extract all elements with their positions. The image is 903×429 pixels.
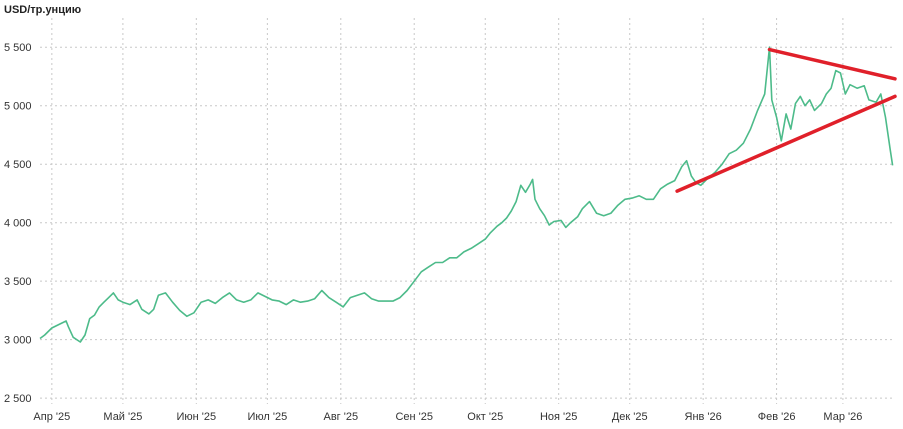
x-tick-label: Окт '25 — [467, 411, 503, 423]
y-tick-label: 3 000 — [4, 335, 32, 347]
x-tick-label: Янв '26 — [685, 411, 722, 423]
x-axis: Апр '25 Май '25 Июн '25 Июл '25 Авг '25 Сен '… — [33, 411, 862, 423]
x-tick-label: Июл '25 — [248, 411, 288, 423]
grid — [40, 18, 895, 404]
trendlines — [675, 47, 897, 193]
x-tick-label: Мар '26 — [823, 411, 862, 423]
x-tick-label: Ноя '25 — [540, 411, 577, 423]
x-tick-label: Авг '25 — [323, 411, 358, 423]
x-tick-label: Сен '25 — [395, 411, 433, 423]
x-tick-label: Дек '25 — [612, 411, 648, 423]
y-axis: 2 500 3 000 3 500 4 000 4 500 5 000 5 500 — [4, 42, 32, 405]
trendline — [675, 94, 897, 193]
price-line — [39, 46, 894, 343]
x-tick-label: Май '25 — [103, 411, 142, 423]
y-tick-label: 5 000 — [4, 101, 32, 113]
x-tick-label: Апр '25 — [33, 411, 70, 423]
price-series — [39, 46, 894, 343]
y-tick-label: 5 500 — [4, 42, 32, 54]
y-tick-label: 3 500 — [4, 276, 32, 288]
y-tick-label: 2 500 — [4, 393, 32, 405]
y-tick-label: 4 000 — [4, 218, 32, 230]
y-axis-unit-label: USD/тр.унцию — [4, 4, 82, 16]
x-tick-label: Фев '26 — [758, 411, 796, 423]
trendline — [767, 47, 897, 81]
x-tick-label: Июн '25 — [177, 411, 217, 423]
y-tick-label: 4 500 — [4, 159, 32, 171]
